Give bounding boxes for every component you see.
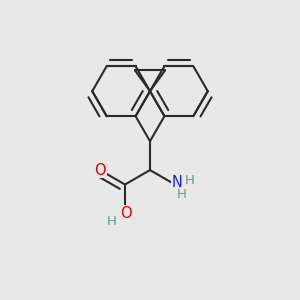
Text: O: O — [120, 206, 132, 221]
Text: N: N — [171, 175, 182, 190]
Text: H: H — [177, 188, 187, 201]
Text: H: H — [185, 174, 195, 187]
Text: O: O — [94, 163, 106, 178]
Text: H: H — [107, 214, 116, 228]
